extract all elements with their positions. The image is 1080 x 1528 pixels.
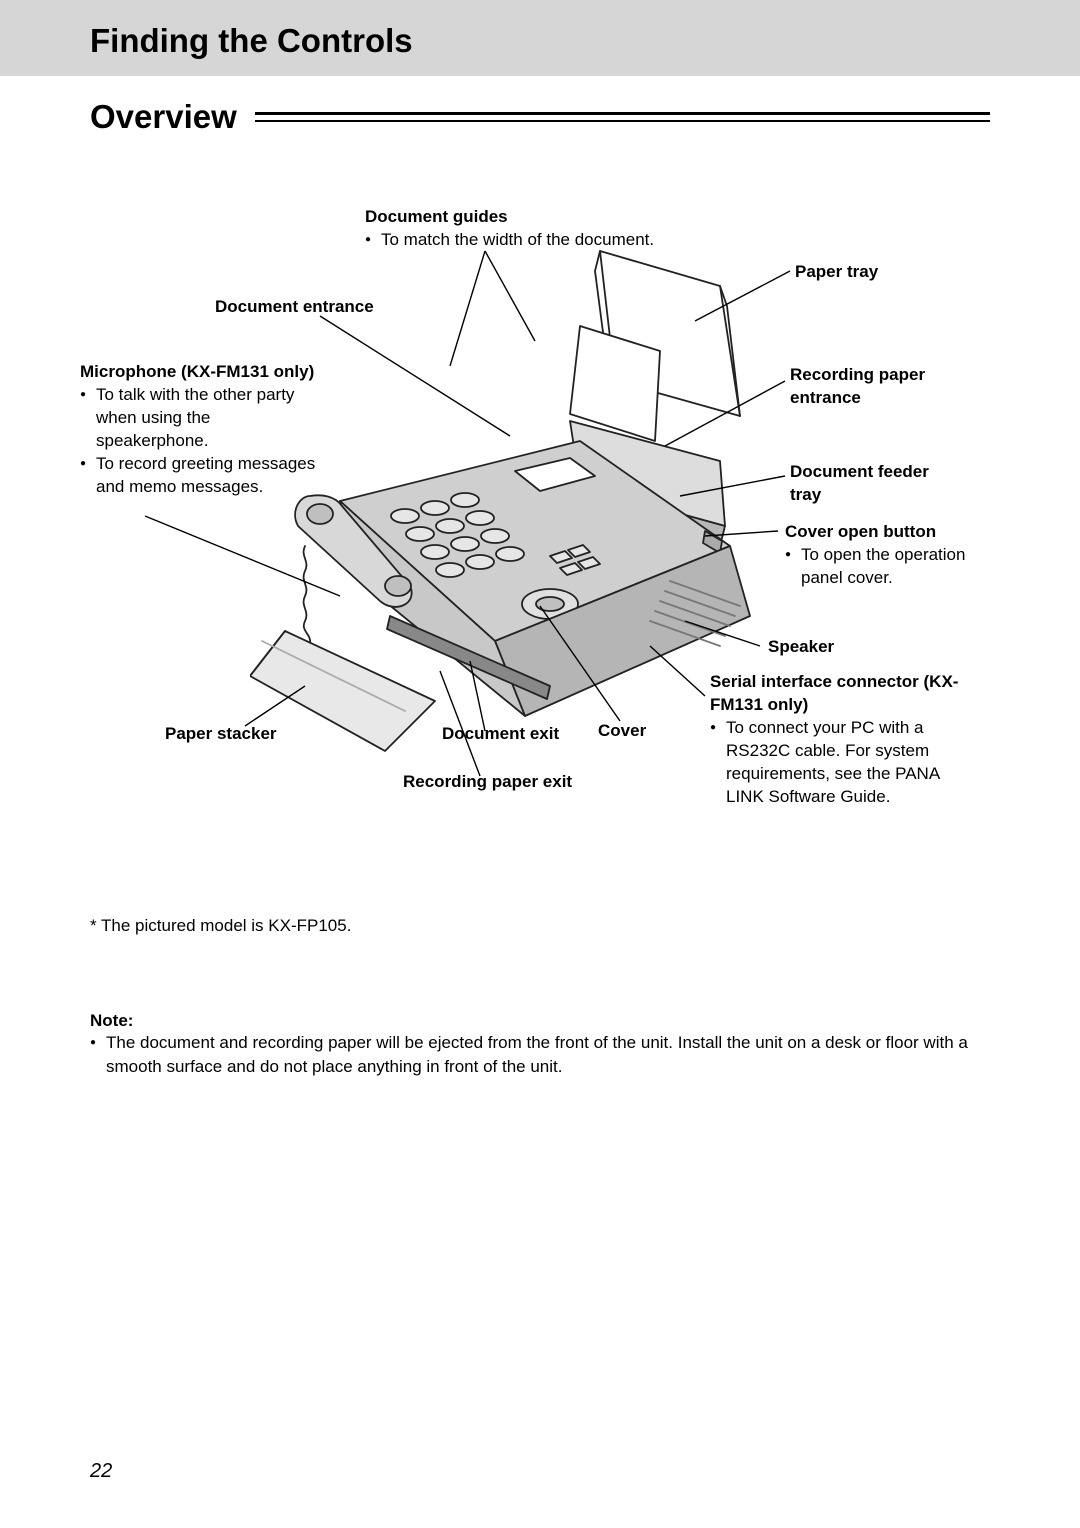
content-area: Overview	[0, 98, 1080, 1079]
label-document-exit: Document exit	[442, 723, 559, 746]
speaker-title: Speaker	[768, 636, 834, 659]
header-band: Finding the Controls	[0, 0, 1080, 76]
page-title: Finding the Controls	[90, 22, 1040, 60]
document-exit-title: Document exit	[442, 723, 559, 746]
document-entrance-title: Document entrance	[215, 296, 374, 319]
recording-paper-entrance-title: Recording paper entrance	[790, 364, 960, 410]
cover-title: Cover	[598, 720, 646, 743]
recording-paper-exit-title: Recording paper exit	[403, 771, 572, 794]
paper-stacker-title: Paper stacker	[165, 723, 277, 746]
section-heading-row: Overview	[90, 98, 990, 136]
document-feeder-title: Document feeder tray	[790, 461, 940, 507]
label-cover-open-button: Cover open button To open the operation …	[785, 521, 975, 590]
label-paper-tray: Paper tray	[795, 261, 878, 284]
document-guides-title: Document guides	[365, 206, 725, 229]
cover-open-button-desc: To open the operation panel cover.	[785, 544, 975, 590]
label-document-feeder: Document feeder tray	[790, 461, 940, 507]
label-recording-paper-exit: Recording paper exit	[403, 771, 572, 794]
label-microphone: Microphone (KX-FM131 only) To talk with …	[80, 361, 320, 499]
note-text: The document and recording paper will be…	[90, 1031, 990, 1079]
microphone-desc1: To talk with the other party when using …	[80, 384, 320, 453]
footnote: * The pictured model is KX-FP105.	[90, 916, 990, 936]
note-title: Note:	[90, 1011, 990, 1031]
diagram-area: Document guides To match the width of th…	[90, 206, 990, 906]
serial-interface-desc: To connect your PC with a RS232C cable. …	[710, 717, 970, 809]
note-block: Note: The document and recording paper w…	[90, 1011, 990, 1079]
double-rule	[255, 112, 990, 122]
label-paper-stacker: Paper stacker	[165, 723, 277, 746]
label-document-guides: Document guides To match the width of th…	[365, 206, 725, 252]
label-speaker: Speaker	[768, 636, 834, 659]
paper-tray-title: Paper tray	[795, 261, 878, 284]
document-guides-desc: To match the width of the document.	[365, 229, 725, 252]
label-cover: Cover	[598, 720, 646, 743]
microphone-title: Microphone (KX-FM131 only)	[80, 361, 320, 384]
label-document-entrance: Document entrance	[215, 296, 374, 319]
cover-open-button-title: Cover open button	[785, 521, 975, 544]
section-title: Overview	[90, 98, 245, 136]
microphone-desc2: To record greeting messages and memo mes…	[80, 453, 320, 499]
label-recording-paper-entrance: Recording paper entrance	[790, 364, 960, 410]
serial-interface-title: Serial interface connector (KX-FM131 onl…	[710, 671, 970, 717]
page-number: 22	[90, 1460, 112, 1483]
label-serial-interface: Serial interface connector (KX-FM131 onl…	[710, 671, 970, 809]
